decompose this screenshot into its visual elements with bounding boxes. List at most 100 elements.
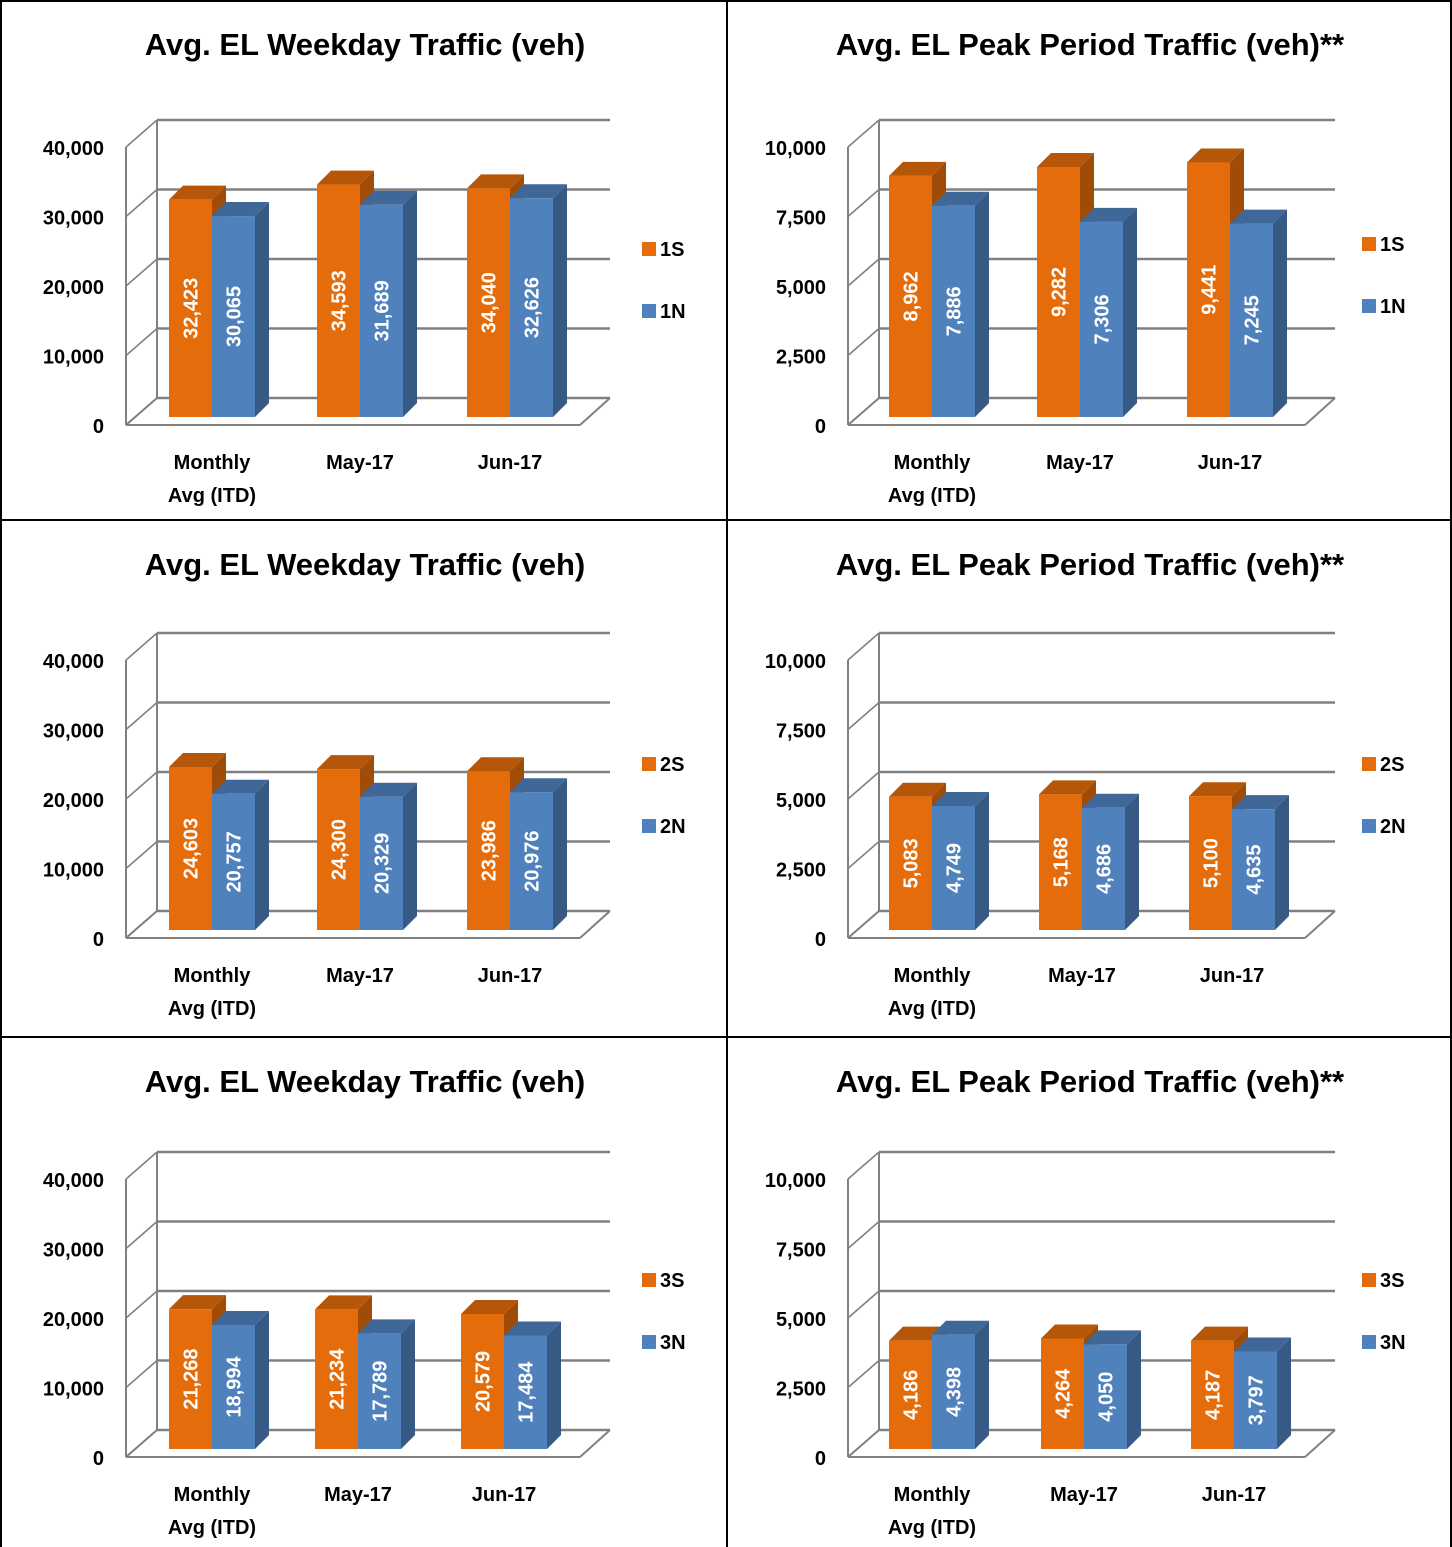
data-label: 34,593 [329,270,351,331]
gridline-diagonal [125,1359,158,1389]
bar-top [169,753,226,768]
bar-3N-2 [358,1333,401,1449]
legend-swatch [1362,237,1376,251]
data-label: 5,100 [1201,838,1223,888]
y-tick-label: 10,000 [43,347,104,369]
gridline-diagonal [847,840,880,870]
bar-top [1230,209,1287,224]
bar-3S-1 [889,1340,932,1449]
bar-3S-3 [461,1313,504,1449]
gridline-diagonal [125,632,158,661]
y-tick-label: 30,000 [43,1240,104,1262]
y-tick-label: 10,000 [765,1170,826,1192]
bar-2S-1 [169,767,212,930]
bar-2S-3 [1189,796,1232,930]
y-tick-label: 2,500 [776,1379,826,1401]
bar-side [1273,209,1287,417]
data-label: 9,282 [1049,267,1071,317]
x-tick-label: Avg (ITD) [168,485,256,507]
y-tick-label: 0 [93,416,104,438]
y-tick-label: 5,000 [776,277,826,299]
legend-swatch [1362,757,1376,771]
bar-side [1125,793,1139,930]
data-label: 4,264 [1053,1368,1075,1419]
gridline-diagonal [125,1290,158,1319]
bar-3N-2 [1084,1344,1127,1449]
x-tick-label: Monthly [174,965,252,987]
gridline-diagonal [847,397,880,426]
bar-top [889,1326,946,1341]
bar-side [403,190,417,417]
legend-label: 2S [1380,754,1404,776]
x-tick-label: Jun-17 [1202,1484,1266,1506]
chart-svg: Avg. EL Weekday Traffic (veh) 0 10,000 20,0… [43,27,686,507]
bar-3S-2 [315,1309,358,1449]
chart-svg: Avg. EL Peak Period Traffic (veh)** 0 2,50… [765,547,1406,1020]
floor-right-edge [579,397,611,426]
bar-side [255,202,269,417]
bar-side [975,191,989,417]
y-tick-label: 0 [815,1448,826,1470]
bar-1S-2 [1037,166,1080,417]
bar-1S-1 [169,199,212,417]
y-tick-label: 40,000 [43,138,104,160]
data-label: 21,268 [181,1349,203,1410]
gridline-diagonal [125,327,158,357]
gridline-diagonal [125,1429,158,1458]
bar-top [461,1299,518,1314]
chart-title: Avg. EL Weekday Traffic (veh) [145,547,585,582]
data-label: 32,423 [181,278,203,339]
bar-top [169,1295,226,1310]
legend-swatch [642,304,656,318]
bar-2N-1 [212,793,255,930]
bar-3N-3 [1234,1351,1277,1449]
bar-top [212,202,269,217]
x-tick-label: May-17 [324,1484,392,1506]
chart-svg: Avg. EL Peak Period Traffic (veh)** 0 2,50… [765,1064,1406,1539]
bar-side [401,1319,415,1449]
data-label: 7,886 [944,286,966,336]
bar-top [1039,780,1096,795]
legend-label: 1N [660,301,686,323]
data-label: 7,306 [1092,294,1114,344]
x-tick-label: Avg (ITD) [888,485,976,507]
data-label: 17,484 [516,1361,538,1423]
gridline-diagonal [847,1429,880,1458]
bar-top [889,782,946,797]
x-tick-label: May-17 [1050,1484,1118,1506]
data-label: 5,083 [901,838,923,888]
bar-1N-3 [1230,223,1273,417]
x-tick-label: Monthly [894,965,972,987]
grid-divider-row1 [0,519,1452,521]
data-label: 20,976 [522,831,544,892]
chart-panel-5: Avg. EL Weekday Traffic (veh) 0 10,000 20,0… [2,1038,726,1547]
bar-top [317,170,374,185]
x-tick-label: Jun-17 [1200,965,1264,987]
bar-side [975,1320,989,1449]
data-label: 4,398 [944,1367,966,1417]
legend-label: 2S [660,754,684,776]
x-tick-label: Jun-17 [1198,452,1262,474]
legend-swatch [642,757,656,771]
bar-top [1191,1326,1248,1341]
bar-1N-2 [360,204,403,417]
chart-title: Avg. EL Peak Period Traffic (veh)** [836,1064,1345,1099]
grid-divider-left [0,0,2,1547]
chart-svg: Avg. EL Weekday Traffic (veh) 0 10,000 20,0… [43,1064,686,1539]
y-tick-label: 10,000 [43,860,104,882]
y-tick-label: 30,000 [43,208,104,230]
bar-3N-3 [504,1335,547,1449]
bar-top [510,778,567,793]
x-tick-label: Monthly [894,1484,972,1506]
bar-side [553,778,567,930]
grid-divider-top [0,0,1452,2]
x-tick-label: Monthly [174,1484,252,1506]
bar-top [1189,782,1246,797]
bar-3S-2 [1041,1338,1084,1449]
bar-top [360,190,417,205]
legend-swatch [642,1335,656,1349]
gridline-diagonal [125,258,158,287]
x-tick-label: Avg (ITD) [888,1517,976,1539]
bar-top [1041,1324,1098,1339]
y-tick-label: 20,000 [43,277,104,299]
